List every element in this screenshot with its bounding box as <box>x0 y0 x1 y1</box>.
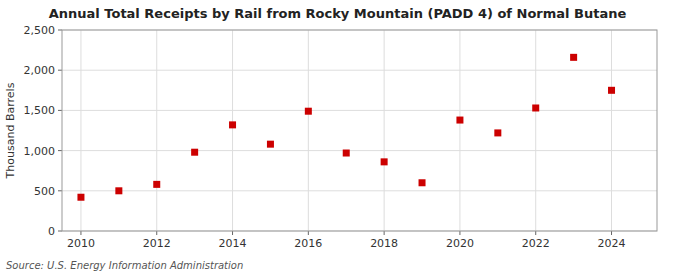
point <box>267 141 274 148</box>
tick-label: 2018 <box>370 237 398 250</box>
tick-label: 2,500 <box>24 24 56 37</box>
point <box>608 87 615 94</box>
tick-label: 2010 <box>67 237 95 250</box>
tick <box>58 190 62 191</box>
point <box>115 187 122 194</box>
tick <box>156 231 157 235</box>
tick-label: 2016 <box>294 237 322 250</box>
point <box>191 149 198 156</box>
axes: 0 500 1,000 1,500 2,000 2,500 2010 2012 2014 2016… <box>24 24 658 250</box>
tick <box>58 110 62 111</box>
point <box>229 121 236 128</box>
tick-label: 500 <box>34 185 55 198</box>
plot-frame <box>62 30 657 231</box>
tick <box>58 231 62 232</box>
tick <box>535 231 536 235</box>
tick <box>58 70 62 71</box>
tick <box>459 231 460 235</box>
tick-label: 2,000 <box>24 64 56 77</box>
tick <box>58 30 62 31</box>
grid-line <box>232 30 233 231</box>
grid <box>62 30 657 231</box>
tick <box>611 231 612 235</box>
tick-label: 2022 <box>522 237 550 250</box>
points <box>77 54 615 201</box>
source: Source: U.S. Energy Information Administ… <box>6 260 243 271</box>
tick-label: 1,000 <box>24 145 56 158</box>
point <box>419 179 426 186</box>
tick <box>80 231 81 235</box>
tick <box>58 150 62 151</box>
tick <box>232 231 233 235</box>
axis-label: Thousand Barrels <box>4 82 17 179</box>
grid-line <box>80 30 81 231</box>
title: Annual Total Receipts by Rail from Rocky… <box>49 6 627 21</box>
point <box>305 108 312 115</box>
tick-label: 1,500 <box>24 104 56 117</box>
grid-line <box>62 190 657 191</box>
tick-label: 2020 <box>446 237 474 250</box>
grid-line <box>384 30 385 231</box>
chart: Annual Total Receipts by Rail from Rocky… <box>0 0 675 275</box>
point <box>77 194 84 201</box>
grid-line <box>62 70 657 71</box>
point <box>343 150 350 157</box>
grid-line <box>156 30 157 231</box>
grid-line <box>611 30 612 231</box>
point <box>532 104 539 111</box>
point <box>570 54 577 61</box>
tick <box>308 231 309 235</box>
tick-label: 0 <box>48 225 55 238</box>
grid-line <box>535 30 536 231</box>
point <box>153 181 160 188</box>
grid-line <box>308 30 309 231</box>
tick <box>384 231 385 235</box>
point <box>494 129 501 136</box>
point <box>456 117 463 124</box>
grid-line <box>62 110 657 111</box>
tick-label: 2024 <box>598 237 626 250</box>
grid-line <box>459 30 460 231</box>
point <box>381 158 388 165</box>
tick-label: 2014 <box>219 237 247 250</box>
grid-line <box>62 150 657 151</box>
tick-label: 2012 <box>143 237 171 250</box>
